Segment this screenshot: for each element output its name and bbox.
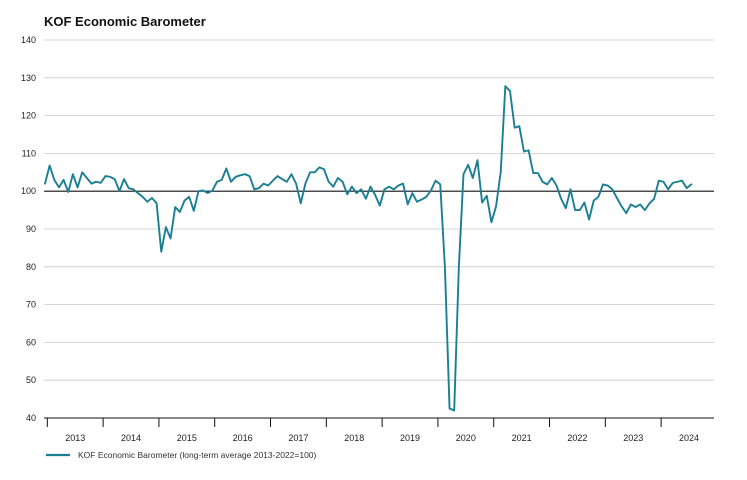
series-line-0 [44,85,693,412]
x-tick-label: 2014 [121,433,141,443]
legend: KOF Economic Barometer (long-term averag… [46,450,317,460]
x-tick-label: 2024 [679,433,699,443]
x-axis: 2013 2014 2015 2016 2017 2018 2019 2020 2021 2022… [44,417,714,443]
x-tick-label: 2018 [344,433,364,443]
y-tick-label: 100 [21,186,36,196]
x-tick-label: 2017 [288,433,308,443]
y-tick-label: 130 [21,73,36,83]
y-tick-label: 40 [26,413,36,423]
y-tick-label: 70 [26,300,36,310]
x-tick-label: 2021 [512,433,532,443]
y-tick-label: 110 [22,148,36,158]
y-axis-ticks: 40 50 60 70 80 90 100 110 120 130 140 [21,35,36,423]
x-tick-label: 2016 [233,433,253,443]
y-tick-label: 60 [26,337,36,347]
x-tick-label: 2015 [177,433,197,443]
chart-title: KOF Economic Barometer [44,14,206,29]
y-tick-label: 80 [26,262,36,272]
y-tick-label: 50 [26,375,36,385]
legend-label: KOF Economic Barometer (long-term averag… [78,450,317,460]
y-tick-label: 90 [26,224,36,234]
x-tick-label: 2022 [567,433,587,443]
x-tick-label: 2020 [456,433,476,443]
gridlines [44,39,714,419]
series-layer [44,85,693,412]
x-tick-label: 2023 [623,433,643,443]
y-tick-label: 120 [21,111,36,121]
y-tick-label: 140 [21,35,36,45]
x-tick-label: 2019 [400,433,420,443]
x-tick-label: 2013 [65,433,85,443]
